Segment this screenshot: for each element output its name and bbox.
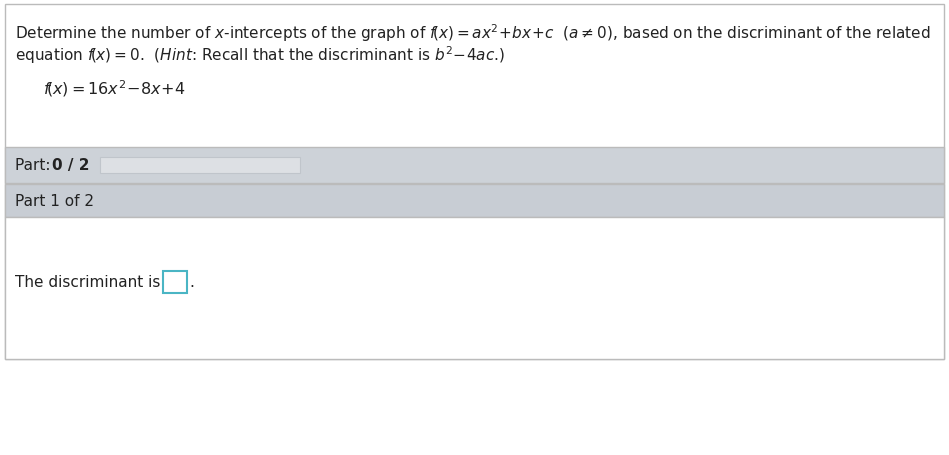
Bar <box>100 157 300 174</box>
Text: $f\!\left(x\right) = 16x^2\!-\!8x\!+\!4$: $f\!\left(x\right) = 16x^2\!-\!8x\!+\!4$ <box>43 78 185 98</box>
Text: equation $f\!\left(x\right) = 0$.  ($\mathit{Hint}$: Recall that the discriminan: equation $f\!\left(x\right) = 0$. ($\mat… <box>15 44 505 66</box>
Text: .: . <box>189 275 194 290</box>
Bar <box>5 185 944 217</box>
Bar <box>163 271 187 293</box>
Text: The discriminant is: The discriminant is <box>15 275 165 290</box>
Text: 0 / 2: 0 / 2 <box>52 158 89 173</box>
Text: Part 1 of 2: Part 1 of 2 <box>15 193 94 208</box>
FancyBboxPatch shape <box>5 5 944 359</box>
Text: Part:: Part: <box>15 158 55 173</box>
Bar <box>5 148 944 184</box>
Bar <box>5 217 944 359</box>
Text: Determine the number of $x$-intercepts of the graph of $f\!\left(x\right) = ax^2: Determine the number of $x$-intercepts o… <box>15 22 930 44</box>
